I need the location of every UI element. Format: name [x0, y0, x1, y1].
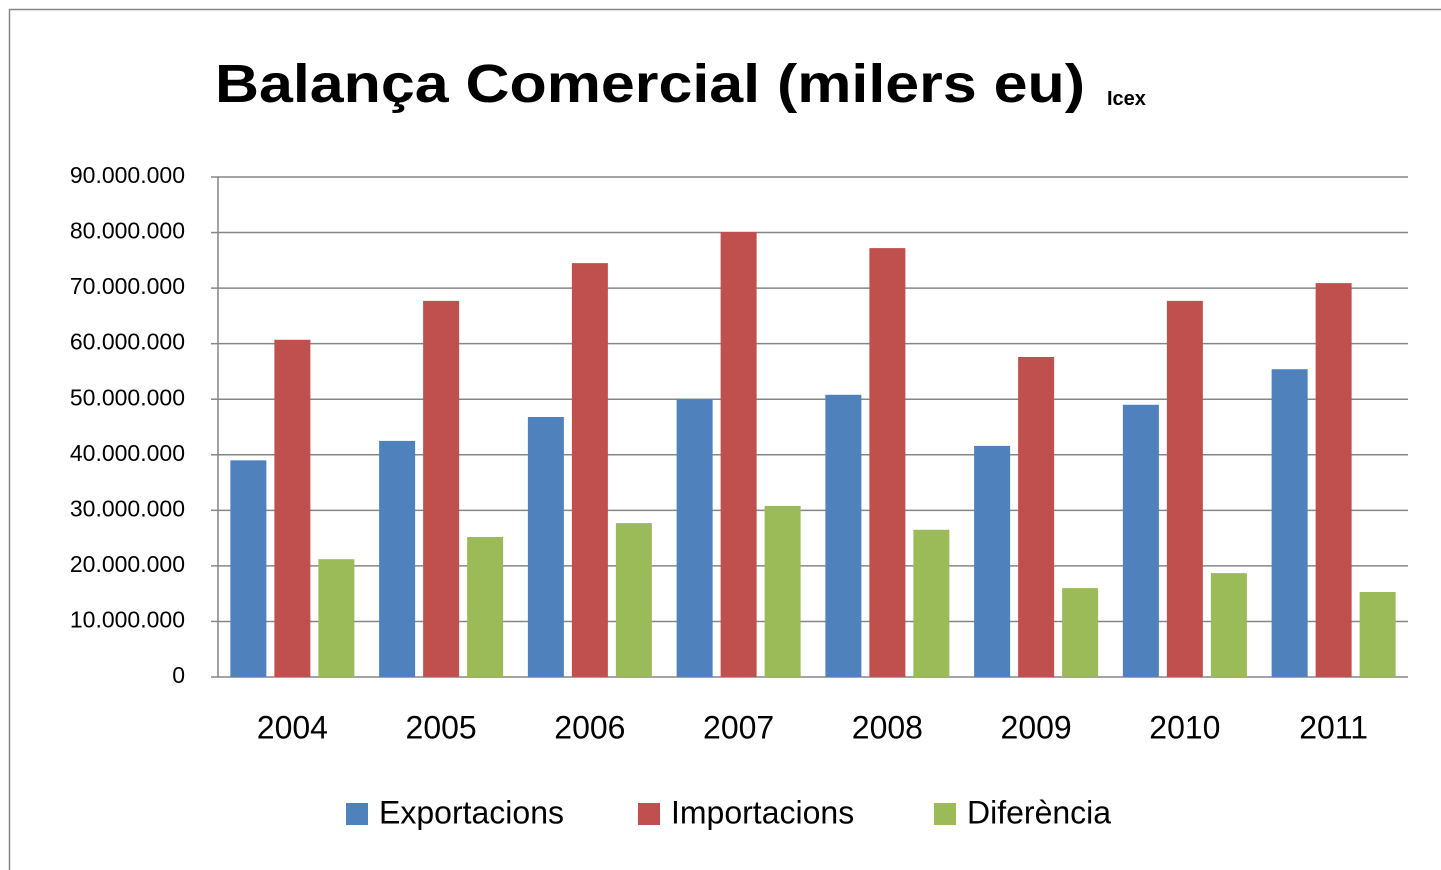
bar	[825, 394, 862, 677]
chart-title-group: Balança Comercial (milers eu) Icex	[215, 54, 1146, 114]
bar	[379, 440, 416, 677]
bar	[869, 248, 906, 677]
x-tick-label: 2004	[257, 709, 328, 745]
y-tick-label: 40.000.000	[70, 440, 185, 466]
y-tick-label: 20.000.000	[70, 551, 185, 577]
bar	[467, 537, 504, 677]
x-tick-label: 2005	[406, 709, 477, 745]
bar	[571, 263, 608, 677]
legend-swatch	[638, 803, 660, 825]
x-tick-label: 2007	[703, 709, 774, 745]
bar	[527, 417, 564, 677]
legend-swatch	[934, 803, 956, 825]
legend-label: Diferència	[967, 794, 1111, 830]
legend-swatch	[346, 803, 368, 825]
legend-label: Exportacions	[379, 794, 564, 830]
y-tick-label: 60.000.000	[70, 329, 185, 355]
x-tick-label: 2009	[1001, 709, 1072, 745]
bar	[913, 529, 950, 677]
bar	[1062, 588, 1099, 677]
y-tick-label: 10.000.000	[70, 607, 185, 633]
bar	[1018, 357, 1055, 677]
y-tick-label: 70.000.000	[70, 273, 185, 299]
bar	[1359, 592, 1396, 677]
bar	[1122, 404, 1159, 677]
bar	[1271, 369, 1308, 677]
chart-title: Balança Comercial (milers eu)	[215, 54, 1085, 114]
bar	[764, 505, 801, 677]
bar	[1166, 300, 1203, 677]
y-tick-label: 90.000.000	[70, 162, 185, 188]
bar	[230, 460, 267, 677]
y-tick-label: 50.000.000	[70, 384, 185, 410]
y-tick-label: 0	[172, 662, 185, 688]
bar	[974, 445, 1011, 677]
x-tick-label: 2008	[852, 709, 923, 745]
bar	[274, 339, 311, 677]
x-tick-label: 2006	[554, 709, 625, 745]
bar	[676, 399, 713, 677]
bar	[1315, 283, 1352, 677]
legend-label: Importacions	[671, 794, 854, 830]
chart-subtitle: Icex	[1107, 88, 1146, 110]
bar	[318, 559, 355, 677]
y-tick-label: 30.000.000	[70, 495, 185, 521]
bar	[423, 300, 460, 677]
bar	[1210, 573, 1247, 677]
bar	[720, 232, 757, 677]
x-tick-label: 2010	[1149, 709, 1220, 745]
x-tick-label: 2011	[1299, 709, 1368, 745]
bar	[615, 523, 652, 677]
y-tick-label: 80.000.000	[70, 218, 185, 244]
